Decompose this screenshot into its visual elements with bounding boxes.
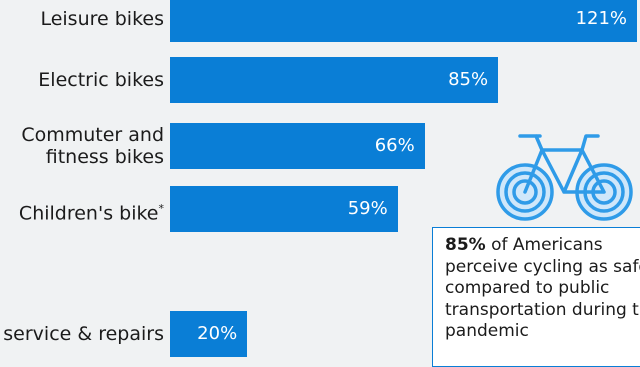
data-label: 20%: [197, 323, 238, 344]
bar: [170, 123, 425, 169]
data-label: 66%: [374, 135, 415, 156]
category-label: Children's bike*: [18, 202, 165, 225]
category-label: Electric bikes: [38, 69, 164, 91]
category-label: Leisure bikes: [40, 8, 164, 30]
category-label: Commuter and fitness bikes: [21, 124, 164, 168]
bar-chart: Leisure bikes 121% Electric bikes 85% Commut…: [3, 0, 638, 357]
callout-text: of Americans perceive cycling as safer c…: [445, 235, 640, 341]
bar: [170, 0, 638, 42]
category-label: service & repairs: [3, 323, 164, 345]
data-label: 85%: [448, 69, 489, 90]
footnote-mark: *: [158, 202, 165, 215]
data-label: 121%: [575, 8, 628, 29]
callout-box: 85% of Americans perceive cycling as saf…: [432, 227, 640, 367]
bar: [170, 57, 499, 103]
data-label: 59%: [347, 198, 388, 219]
callout-highlight: 85%: [445, 235, 486, 255]
bicycle-icon: [496, 134, 633, 221]
bar: [170, 186, 398, 232]
